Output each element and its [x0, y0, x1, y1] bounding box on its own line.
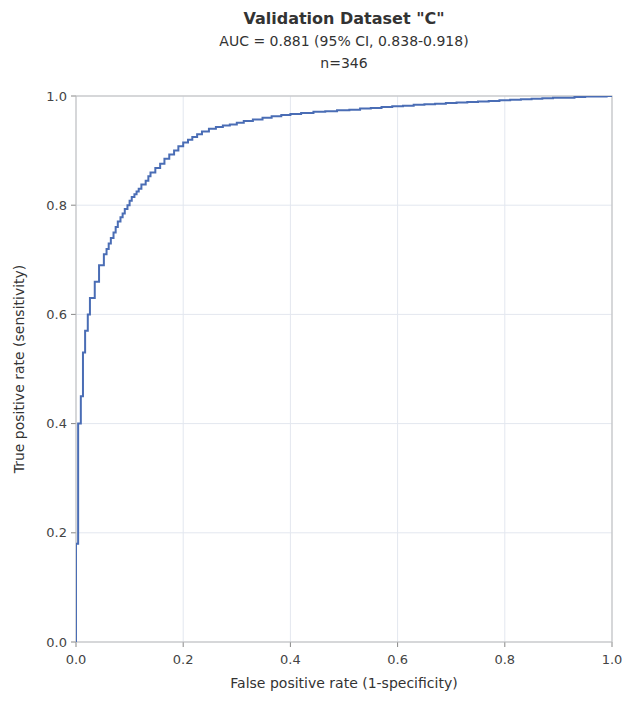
tick-label-y: 0.6: [46, 307, 67, 322]
tick-label-x: 0.4: [280, 652, 301, 667]
tick-y: [71, 314, 76, 315]
axes: 0.0 0.2 0.4 0.6 0.8 1.0 0.0 0.2 0.4 0.6 0.8 1.0: [46, 89, 622, 668]
tick-y: [71, 532, 76, 533]
grid-line-x: [290, 96, 291, 642]
tick-x: [612, 642, 613, 647]
tick-x: [504, 642, 505, 647]
tick-label-x: 0.0: [66, 652, 87, 667]
grid-line-x: [504, 96, 505, 642]
grid-line-y: [76, 423, 612, 424]
y-axis-label: True positive rate (sensitivity): [11, 265, 27, 475]
grid-line-y: [76, 314, 612, 315]
grid-line-y: [76, 205, 612, 206]
grid-line-x: [397, 96, 398, 642]
grid-line-y: [76, 532, 612, 533]
tick-label-y: 0.2: [46, 525, 67, 540]
tick-y: [71, 205, 76, 206]
plot-area: [76, 96, 612, 642]
tick-label-x: 0.2: [173, 652, 194, 667]
tick-x: [397, 642, 398, 647]
title-line: Validation Dataset "C": [243, 9, 444, 28]
tick-y: [71, 423, 76, 424]
grid: [76, 96, 612, 642]
tick-label-x: 1.0: [602, 652, 623, 667]
title: Validation Dataset "C" AUC = 0.881 (95% C…: [219, 9, 468, 71]
roc-curve: [76, 96, 612, 642]
tick-label-x: 0.8: [494, 652, 515, 667]
tick-label-y: 0.4: [46, 416, 67, 431]
plot-frame: [76, 96, 612, 642]
tick-label-y: 0.8: [46, 198, 67, 213]
background: [0, 0, 640, 708]
tick-y: [71, 642, 76, 643]
tick-x: [183, 642, 184, 647]
tick-label-y: 1.0: [46, 89, 67, 104]
x-axis-label: False positive rate (1-specificity): [230, 675, 457, 691]
title-line: AUC = 0.881 (95% CI, 0.838-0.918): [219, 33, 468, 49]
tick-label-x: 0.6: [387, 652, 408, 667]
tick-y: [71, 96, 76, 97]
title-line: n=346: [320, 55, 367, 71]
chart: 0.0 0.2 0.4 0.6 0.8 1.0 0.0 0.2 0.4 0.6 0.8 1.0 Vali…: [0, 0, 640, 708]
grid-line-x: [183, 96, 184, 642]
tick-x: [290, 642, 291, 647]
tick-x: [76, 642, 77, 647]
tick-label-y: 0.0: [46, 635, 67, 650]
